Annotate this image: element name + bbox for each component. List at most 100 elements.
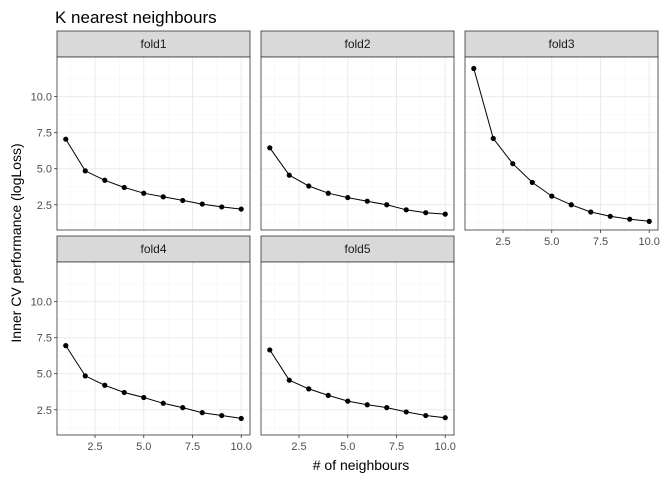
y-tick-label: 2.5 (37, 405, 52, 417)
panel-border (260, 261, 455, 436)
x-tick-label: 2.5 (87, 441, 102, 453)
x-tick-label: 10.0 (639, 236, 660, 248)
plot-background (57, 262, 250, 435)
x-tick-label: 7.5 (185, 441, 200, 453)
data-point (82, 373, 88, 379)
data-point (345, 194, 351, 201)
data-point (442, 211, 448, 217)
facet-strip-label: fold1 (140, 37, 166, 51)
y-tick-label: 10.0 (31, 92, 52, 104)
data-point (306, 183, 312, 189)
data-point (199, 410, 205, 416)
x-tick-label: 10.0 (435, 441, 456, 453)
data-point (160, 400, 166, 406)
facet-panel-fold4: fold4 2.5 5.0 7.5 10.0 2.5 5.0 7.5 10.0 (31, 235, 252, 453)
facet-strip (56, 235, 251, 263)
facet-strip (464, 30, 659, 58)
data-point (471, 65, 477, 72)
data-point (141, 394, 147, 401)
data-point (306, 386, 312, 392)
x-axis-title: # of neighbours (313, 457, 410, 473)
x-tick-label: 10.0 (231, 441, 252, 453)
y-axis-title: Inner CV performance (logLoss) (8, 143, 24, 342)
data-point (384, 405, 390, 411)
data-point (364, 402, 370, 408)
data-point (141, 190, 147, 196)
x-tick-label: 2.5 (291, 441, 306, 453)
data-point (199, 201, 205, 207)
data-point (345, 398, 351, 404)
data-point (607, 213, 613, 219)
data-point (63, 136, 69, 142)
x-tick-label: 2.5 (495, 236, 510, 248)
x-tick-label: 5.0 (544, 236, 559, 248)
series-line-fold3 (473, 68, 650, 222)
facet-panels: fold1 2.5 5.0 7.5 10.0 fold2 fold3 2.5 5.0 7.5 10.… (31, 30, 660, 453)
series-line-fold4 (65, 345, 242, 419)
facet-strip (56, 30, 251, 58)
plot-background (261, 262, 454, 435)
data-point (286, 172, 292, 178)
data-point (180, 197, 186, 204)
series-line-fold5 (269, 349, 446, 419)
data-point (82, 168, 88, 174)
facet-strip-label: fold4 (140, 242, 166, 256)
facet-panel-fold3: fold3 2.5 5.0 7.5 10.0 (464, 30, 660, 248)
x-tick-label: 7.5 (593, 236, 608, 248)
data-point (529, 179, 535, 186)
y-tick-label: 7.5 (37, 333, 52, 345)
y-tick-label: 7.5 (37, 128, 52, 140)
data-point (102, 177, 108, 183)
series-line-fold1 (65, 138, 242, 210)
data-point (267, 347, 273, 353)
data-point (219, 204, 225, 210)
data-point (63, 343, 69, 349)
facet-strip-label: fold5 (344, 242, 370, 256)
data-point (490, 135, 496, 142)
x-tick-label: 5.0 (340, 441, 355, 453)
data-point (588, 209, 594, 215)
data-point (121, 184, 127, 191)
facet-strip (260, 30, 455, 58)
facet-strip-label: fold2 (344, 37, 370, 51)
data-point (325, 392, 331, 398)
plot-background (57, 57, 250, 230)
x-tick-label: 5.0 (136, 441, 151, 453)
chart-title: K nearest neighbours (55, 8, 217, 27)
data-point (219, 412, 225, 419)
panel-border (260, 56, 455, 231)
data-point (549, 193, 555, 199)
data-point (160, 194, 166, 200)
y-tick-label: 5.0 (37, 369, 52, 381)
y-tick-label: 10.0 (31, 297, 52, 309)
data-point (238, 415, 244, 422)
data-point (627, 216, 633, 222)
panel-border (56, 261, 251, 436)
panel-border (464, 56, 659, 231)
facet-panel-fold5: fold5 2.5 5.0 7.5 10.0 (260, 235, 456, 453)
plot-background (261, 57, 454, 230)
data-point (121, 389, 127, 396)
y-tick-label: 2.5 (37, 200, 52, 212)
x-tick-label: 7.5 (389, 441, 404, 453)
data-point (510, 161, 516, 167)
panel-border (56, 56, 251, 231)
facet-strip-label: fold3 (548, 37, 574, 51)
data-point (403, 207, 409, 213)
data-point (364, 198, 370, 204)
series-line-fold2 (269, 147, 446, 215)
data-point (102, 382, 108, 388)
y-tick-label: 5.0 (37, 164, 52, 176)
data-point (325, 190, 331, 196)
data-point (646, 218, 652, 224)
data-point (267, 145, 273, 151)
data-point (384, 202, 390, 208)
data-point (442, 415, 448, 421)
data-point (286, 377, 292, 383)
data-point (238, 206, 244, 212)
data-point (423, 412, 429, 419)
data-point (568, 202, 574, 208)
facet-panel-fold2: fold2 (260, 30, 455, 231)
data-point (403, 409, 409, 415)
